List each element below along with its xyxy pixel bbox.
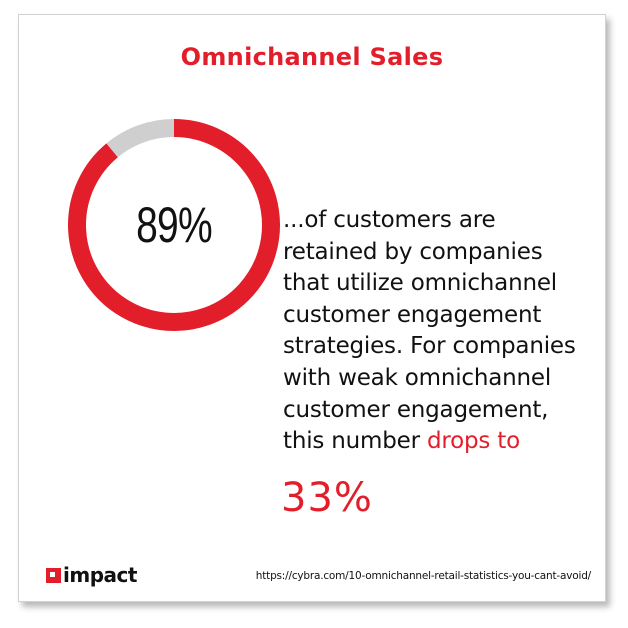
description-line: with weak omnichannel [283,364,552,391]
donut-chart [68,119,280,331]
description-line: customer engagement [283,301,542,328]
description-line: customer engagement, [283,396,549,423]
comparison-value: 33% [281,475,373,521]
description-last-line: this number drops to [283,426,603,458]
donut-value-arc [68,119,280,331]
logo-mark-icon [46,567,61,583]
impact-logo: impact [46,563,137,587]
donut-remainder-arc [106,119,175,158]
statistic-description: ...of customers are retained by companie… [283,205,603,458]
donut-value-label: 89% [136,197,213,253]
description-line: retained by companies [283,238,543,265]
source-link[interactable]: https://cybra.com/10-omnichannel-retail-… [255,570,591,582]
logo-text: impact [63,563,137,587]
infographic-title: Omnichannel Sales [180,43,444,71]
description-line-prefix: this number [283,428,427,455]
description-line: strategies. For companies [283,333,576,360]
description-line: ...of customers are [283,207,496,233]
infographic-card: Omnichannel Sales 89% ...of customers ar… [18,14,606,602]
description-highlight: drops to [426,428,520,455]
description-line: that utilize omnichannel [283,270,557,297]
